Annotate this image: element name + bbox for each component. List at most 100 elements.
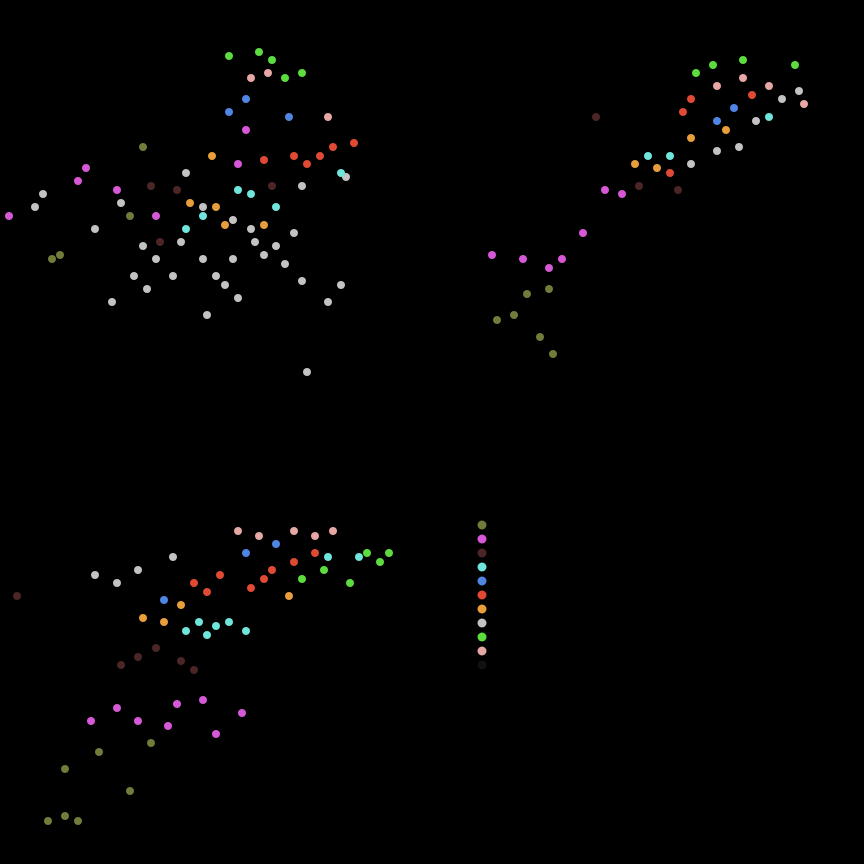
scatter-point <box>139 143 147 151</box>
scatter-point <box>739 74 747 82</box>
scatter-point <box>95 748 103 756</box>
scatter-point <box>290 527 298 535</box>
scatter-point <box>177 601 185 609</box>
scatter-point <box>579 229 587 237</box>
scatter-point <box>48 255 56 263</box>
scatter-point <box>778 95 786 103</box>
legend-swatch <box>478 520 487 529</box>
scatter-point <box>199 203 207 211</box>
scatter-point <box>324 113 332 121</box>
scatter-point <box>298 182 306 190</box>
scatter-point <box>363 549 371 557</box>
scatter-point <box>225 618 233 626</box>
scatter-point <box>730 104 738 112</box>
scatter-point <box>722 126 730 134</box>
scatter-figure <box>0 0 864 864</box>
scatter-point <box>221 281 229 289</box>
scatter-point <box>545 285 553 293</box>
scatter-point <box>56 251 64 259</box>
scatter-point <box>536 333 544 341</box>
scatter-point <box>147 182 155 190</box>
scatter-point <box>329 527 337 535</box>
scatter-point <box>117 199 125 207</box>
scatter-point <box>160 618 168 626</box>
legend-swatch <box>478 590 487 599</box>
scatter-point <box>126 787 134 795</box>
legend-swatch <box>478 576 487 585</box>
scatter-point <box>337 281 345 289</box>
scatter-point <box>156 238 164 246</box>
scatter-point <box>320 566 328 574</box>
scatter-point <box>203 588 211 596</box>
scatter-point <box>91 571 99 579</box>
scatter-point <box>199 696 207 704</box>
scatter-point <box>765 113 773 121</box>
scatter-point <box>139 242 147 250</box>
scatter-point <box>44 817 52 825</box>
scatter-point <box>800 100 808 108</box>
scatter-point <box>234 294 242 302</box>
scatter-point <box>255 48 263 56</box>
scatter-point <box>635 182 643 190</box>
scatter-point <box>350 139 358 147</box>
scatter-point <box>216 571 224 579</box>
scatter-point <box>674 186 682 194</box>
scatter-point <box>160 596 168 604</box>
scatter-point <box>519 255 527 263</box>
scatter-point <box>87 717 95 725</box>
scatter-point <box>545 264 553 272</box>
scatter-point <box>212 730 220 738</box>
scatter-point <box>229 216 237 224</box>
scatter-point <box>113 579 121 587</box>
scatter-point <box>311 549 319 557</box>
scatter-point <box>212 203 220 211</box>
scatter-point <box>247 74 255 82</box>
scatter-point <box>113 704 121 712</box>
scatter-point <box>752 117 760 125</box>
scatter-point <box>549 350 557 358</box>
legend-swatch <box>478 548 487 557</box>
scatter-point <box>713 147 721 155</box>
scatter-point <box>130 272 138 280</box>
scatter-panel-top-left <box>0 0 432 432</box>
scatter-point <box>169 553 177 561</box>
scatter-point <box>281 260 289 268</box>
scatter-point <box>713 117 721 125</box>
scatter-point <box>39 190 47 198</box>
scatter-point <box>687 160 695 168</box>
scatter-point <box>225 52 233 60</box>
scatter-point <box>324 298 332 306</box>
scatter-point <box>311 532 319 540</box>
scatter-point <box>298 575 306 583</box>
scatter-point <box>285 113 293 121</box>
scatter-point <box>298 69 306 77</box>
scatter-point <box>117 661 125 669</box>
scatter-point <box>61 812 69 820</box>
scatter-point <box>173 700 181 708</box>
scatter-point <box>679 108 687 116</box>
scatter-point <box>631 160 639 168</box>
scatter-point <box>268 182 276 190</box>
legend <box>476 520 496 674</box>
scatter-point <box>139 614 147 622</box>
scatter-point <box>666 152 674 160</box>
scatter-point <box>268 56 276 64</box>
scatter-point <box>260 156 268 164</box>
scatter-point <box>247 225 255 233</box>
scatter-point <box>225 108 233 116</box>
scatter-point <box>152 644 160 652</box>
scatter-point <box>735 143 743 151</box>
scatter-point <box>290 229 298 237</box>
scatter-point <box>618 190 626 198</box>
scatter-point <box>147 739 155 747</box>
scatter-point <box>61 765 69 773</box>
scatter-point <box>221 221 229 229</box>
scatter-point <box>134 566 142 574</box>
scatter-point <box>324 553 332 561</box>
scatter-point <box>234 186 242 194</box>
scatter-point <box>376 558 384 566</box>
scatter-point <box>510 311 518 319</box>
scatter-point <box>182 169 190 177</box>
legend-swatch <box>478 618 487 627</box>
scatter-point <box>791 61 799 69</box>
